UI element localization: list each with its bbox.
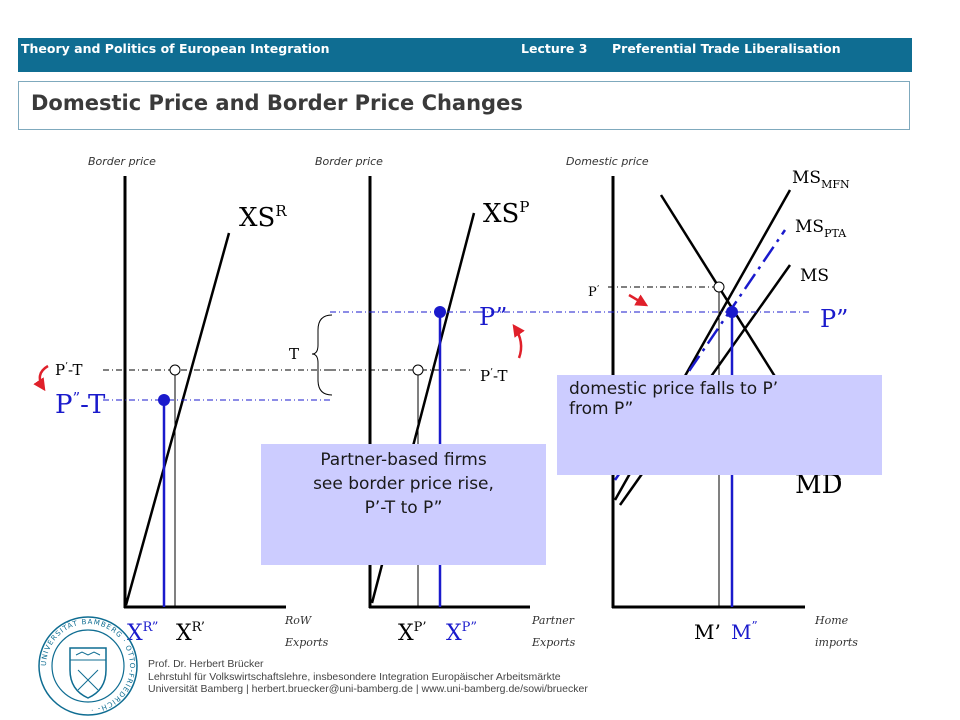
home-price-prime-label: P’ <box>588 284 599 300</box>
home-new-equilibrium <box>726 306 738 318</box>
partner-xs-label: XSP <box>483 198 529 229</box>
row-xs-label: XSR <box>239 202 287 233</box>
partner-firms-callout: Partner-based firms see border price ris… <box>261 444 546 565</box>
course-title: Theory and Politics of European Integrat… <box>21 41 330 56</box>
home-x-axis-label-line2: imports <box>815 636 858 649</box>
home-old-equilibrium <box>713 281 725 293</box>
title-box: Domestic Price and Border Price Changes <box>18 81 910 130</box>
home-price-fall-arrow <box>628 293 649 307</box>
seal-crest-mark <box>75 651 101 656</box>
lecture-number: Lecture 3 <box>521 41 588 56</box>
partner-x-axis-label-line1: Partner <box>531 614 575 627</box>
domestic-price-callout: domestic price falls to P’ from P” <box>557 375 882 475</box>
home-y-axis-label: Domestic price <box>566 155 649 168</box>
partner-x-axis-label-line2: Exports <box>531 636 576 649</box>
callout-line: domestic price falls to P’ <box>569 379 779 399</box>
partner-quantity-new: XP” <box>446 620 477 646</box>
home-ms-label: MS <box>800 266 829 286</box>
callout-line: P’-T to P” <box>364 498 443 518</box>
partner-new-equilibrium <box>434 306 446 318</box>
partner-old-equilibrium <box>412 364 424 376</box>
row-xs-curve <box>124 232 231 606</box>
footer: Prof. Dr. Herbert Brücker Lehrstuhl für … <box>148 658 588 696</box>
partner-y-axis-label: Border price <box>315 155 383 168</box>
row-x-axis-label-line1: RoW <box>284 614 313 627</box>
home-md-label: MD <box>795 470 842 500</box>
callout-line: from P” <box>569 399 634 419</box>
home-quantity-old: M’ <box>694 620 721 644</box>
row-price-label-low: P”-T <box>55 389 106 420</box>
footer-chair: Lehrstuhl für Volkswirtschaftslehre, ins… <box>148 670 561 683</box>
row-x-axis-label-line2: Exports <box>284 636 329 649</box>
header-bar: Theory and Politics of European Integrat… <box>18 38 912 72</box>
footer-name: Prof. Dr. Herbert Brücker <box>148 658 264 670</box>
home-ms-pta-label: MSPTA <box>795 217 847 240</box>
lecture-topic: Preferential Trade Liberalisation <box>612 41 841 56</box>
footer-contact: Universität Bamberg | herbert.bruecker@u… <box>148 683 588 695</box>
home-price-high-label: P” <box>820 305 848 333</box>
partner-price-high-label: P” <box>479 303 507 331</box>
page-title: Domestic Price and Border Price Changes <box>31 91 523 115</box>
home-x-axis-label-line1: Home <box>814 614 849 627</box>
tariff-brace <box>311 314 333 396</box>
university-seal: UNIVERSITÄT BAMBERG · OTTO-FRIEDRICH- · <box>38 616 138 716</box>
home-quantity-new: M” <box>731 619 758 644</box>
seal-shield-cross <box>77 669 99 691</box>
partner-price-rise-arrow <box>512 323 525 359</box>
row-quantity-old: XR’ <box>176 620 205 646</box>
partner-quantity-old: XP’ <box>398 620 427 646</box>
partner-price-low-label: P’-T <box>480 367 508 385</box>
tariff-label: T <box>289 345 299 363</box>
row-old-equilibrium <box>169 364 181 376</box>
row-quantity-new: XR” <box>127 620 158 646</box>
seal-shield <box>69 647 107 699</box>
seal-inner-ring <box>51 629 125 703</box>
row-y-axis-label: Border price <box>88 155 156 168</box>
callout-line: Partner-based firms <box>320 450 487 470</box>
row-price-label-high: P’-T <box>55 361 83 379</box>
row-price-drop-arrow <box>33 364 49 392</box>
row-new-equilibrium <box>158 394 170 406</box>
callout-line: see border price rise, <box>313 474 494 494</box>
home-ms-mfn-label: MSMFN <box>792 168 850 191</box>
seal-outer-ring <box>38 616 138 716</box>
seal-ring-text: UNIVERSITÄT BAMBERG · OTTO-FRIEDRICH- · <box>40 618 136 714</box>
